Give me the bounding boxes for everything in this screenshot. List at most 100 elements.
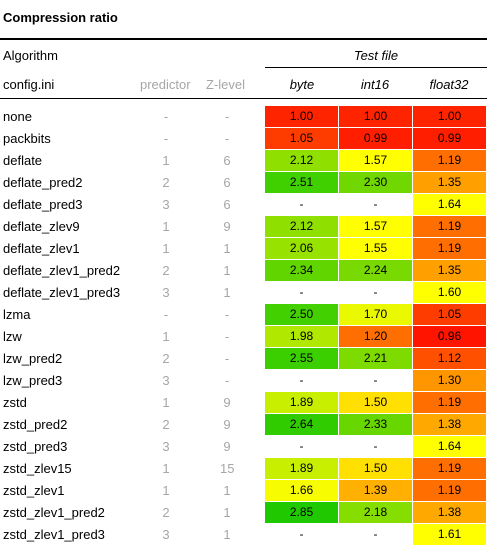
byte-ratio-cell: 1.89: [265, 458, 338, 479]
row-config-name: deflate_pred2: [3, 175, 83, 190]
table-body: none - -1.00 1.00 1.00 packbits - -1.05 0.99 0.99…: [0, 106, 487, 546]
table-title: Compression ratio: [3, 10, 118, 25]
row-config-name: lzw: [3, 329, 22, 344]
row-predictor: -: [163, 109, 169, 124]
row-zlevel: -: [224, 131, 230, 146]
int16-ratio-cell: 1.39: [339, 480, 412, 501]
header-divider: [0, 38, 487, 40]
int16-ratio-cell: -: [373, 439, 378, 453]
byte-ratio-cell: 2.55: [265, 348, 338, 369]
row-config-name: lzw_pred2: [3, 351, 63, 366]
row-zlevel: 1: [223, 263, 231, 278]
float32-ratio-cell: 1.12: [413, 348, 486, 369]
predictor-column-header: predictor: [140, 77, 191, 92]
row-zlevel: -: [224, 109, 230, 124]
float32-ratio-cell: 1.38: [413, 414, 486, 435]
byte-ratio-cell: -: [299, 197, 304, 211]
row-config-name: deflate_pred3: [3, 197, 83, 212]
row-config-name: zstd_pred2: [3, 417, 68, 432]
float32-ratio-cell: 1.19: [413, 238, 486, 259]
int16-ratio-cell: -: [373, 373, 378, 387]
table-row: deflate_zlev1_pred3 3 1 - - 1.60: [0, 282, 487, 304]
table-row: deflate_zlev1_pred2 2 1 2.34 2.24 1.35: [0, 260, 487, 282]
byte-ratio-cell: 1.89: [265, 392, 338, 413]
float32-ratio-cell: 0.99: [413, 128, 486, 149]
table-row: zstd_zlev1_pred2 2 1 2.85 2.18 1.38: [0, 502, 487, 524]
row-config-name: deflate_zlev1_pred3: [3, 285, 121, 300]
row-config-name: packbits: [3, 131, 51, 146]
int16-ratio-cell: 1.00: [339, 106, 412, 127]
row-zlevel: 6: [223, 197, 231, 212]
byte-ratio-cell: 2.06: [265, 238, 338, 259]
int16-ratio-cell: 1.50: [339, 392, 412, 413]
table-row: zstd 1 9 1.89 1.50 1.19: [0, 392, 487, 414]
table-row: lzw_pred2 2 - 2.55 2.21 1.12: [0, 348, 487, 370]
row-predictor: -: [163, 307, 169, 322]
table-row: zstd_zlev1 1 1 1.66 1.39 1.19: [0, 480, 487, 502]
table-row: lzw_pred3 3 - - - 1.30: [0, 370, 487, 392]
int16-ratio-cell: -: [373, 285, 378, 299]
int16-ratio-cell: -: [373, 197, 378, 211]
float32-ratio-cell: 1.19: [413, 480, 486, 501]
int16-ratio-cell: 2.33: [339, 414, 412, 435]
table-row: lzw 1 - 1.98 1.20 0.96: [0, 326, 487, 348]
float32-ratio-cell: 1.60: [413, 282, 486, 303]
float32-ratio-cell: 1.19: [413, 458, 486, 479]
row-zlevel: 9: [223, 417, 231, 432]
float32-ratio-cell: 1.35: [413, 260, 486, 281]
int16-ratio-cell: 1.50: [339, 458, 412, 479]
int16-column-header: int16: [360, 77, 390, 92]
byte-ratio-cell: -: [299, 285, 304, 299]
byte-ratio-cell: -: [299, 373, 304, 387]
row-zlevel: -: [224, 329, 230, 344]
test-file-header: Test file: [353, 48, 399, 63]
table-row: deflate_pred3 3 6 - - 1.64: [0, 194, 487, 216]
int16-ratio-cell: 2.30: [339, 172, 412, 193]
row-zlevel: 1: [223, 285, 231, 300]
byte-ratio-cell: 1.66: [265, 480, 338, 501]
byte-column-header: byte: [289, 77, 315, 92]
row-zlevel: 1: [223, 241, 231, 256]
float32-ratio-cell: 1.38: [413, 502, 486, 523]
row-zlevel: 1: [223, 483, 231, 498]
float32-column-header: float32: [429, 77, 469, 92]
row-predictor: 3: [162, 527, 170, 542]
row-config-name: lzw_pred3: [3, 373, 63, 388]
row-config-name: deflate_zlev1: [3, 241, 80, 256]
table-row: none - -1.00 1.00 1.00: [0, 106, 487, 128]
row-config-name: zstd_pred3: [3, 439, 68, 454]
row-zlevel: -: [224, 307, 230, 322]
byte-ratio-cell: 2.34: [265, 260, 338, 281]
float32-ratio-cell: 1.19: [413, 392, 486, 413]
row-config-name: zstd_zlev1: [3, 483, 65, 498]
row-config-name: deflate_zlev9: [3, 219, 80, 234]
int16-ratio-cell: 1.55: [339, 238, 412, 259]
table-row: deflate_zlev1 1 1 2.06 1.55 1.19: [0, 238, 487, 260]
float32-ratio-cell: 1.19: [413, 150, 486, 171]
row-config-name: zstd_zlev1_pred3: [3, 527, 105, 542]
row-zlevel: 9: [223, 439, 231, 454]
byte-ratio-cell: -: [299, 439, 304, 453]
table-row: zstd_pred2 2 9 2.64 2.33 1.38: [0, 414, 487, 436]
table-row: packbits - -1.05 0.99 0.99: [0, 128, 487, 150]
table-row: lzma - - 2.50 1.70 1.05: [0, 304, 487, 326]
table-row: zstd_zlev1_pred3 3 1 - - 1.61: [0, 524, 487, 546]
float32-ratio-cell: 1.64: [413, 436, 486, 457]
int16-ratio-cell: 2.24: [339, 260, 412, 281]
row-zlevel: 1: [223, 527, 231, 542]
row-predictor: 2: [162, 351, 170, 366]
row-zlevel: 6: [223, 175, 231, 190]
row-predictor: 2: [162, 505, 170, 520]
float32-ratio-cell: 1.19: [413, 216, 486, 237]
byte-ratio-cell: 1.05: [265, 128, 338, 149]
row-zlevel: -: [224, 373, 230, 388]
table-row: deflate_zlev9 1 9 2.12 1.57 1.19: [0, 216, 487, 238]
row-config-name: lzma: [3, 307, 31, 322]
algorithm-header: Algorithm: [3, 48, 58, 63]
table-row: zstd_pred3 3 9 - - 1.64: [0, 436, 487, 458]
row-predictor: 2: [162, 263, 170, 278]
float32-ratio-cell: 0.96: [413, 326, 486, 347]
float32-ratio-cell: 1.30: [413, 370, 486, 391]
row-zlevel: 9: [223, 395, 231, 410]
row-zlevel: 9: [223, 219, 231, 234]
